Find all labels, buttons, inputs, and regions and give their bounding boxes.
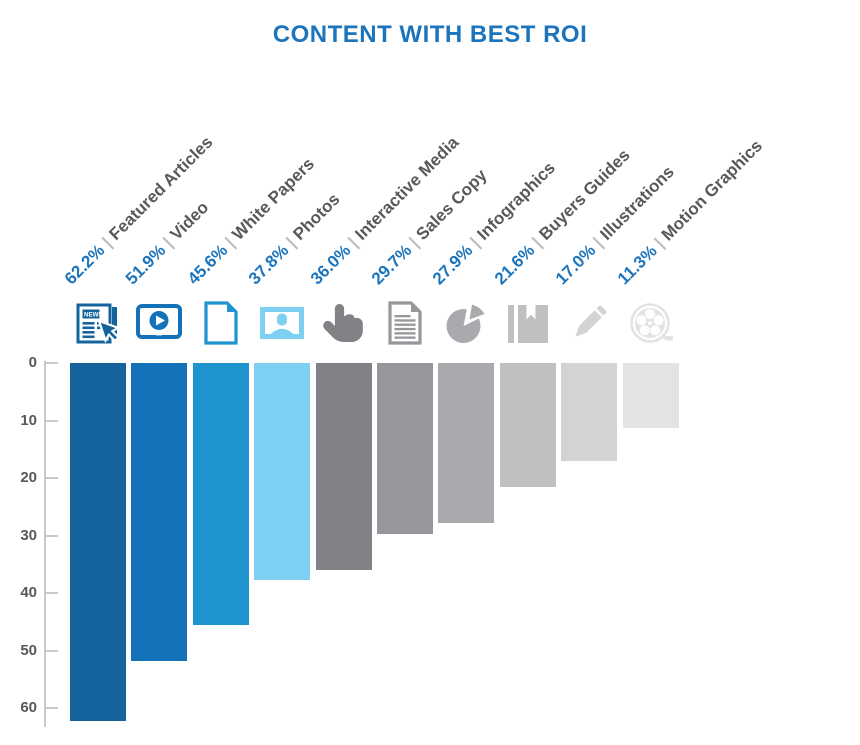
bar-infographics (438, 363, 495, 524)
bar-motion-graphics (622, 363, 679, 428)
bar-white-papers (192, 363, 249, 626)
category-name: Video (166, 197, 213, 244)
y-axis-tick-mark (44, 707, 58, 709)
video-player-icon (135, 299, 183, 347)
newspaper-cursor-icon: NEWS (74, 299, 122, 347)
bar-photos (254, 363, 311, 581)
bar-interactive-media (315, 363, 372, 570)
y-axis-tick-label: 60 (20, 699, 37, 716)
category-name: Featured Articles (105, 132, 217, 244)
pie-chart-icon (442, 299, 490, 347)
chart-title: CONTENT WITH BEST ROI (272, 21, 588, 48)
y-axis-tick-label: 10 (20, 411, 37, 429)
category-label-text: 17.0%|Illustrations (552, 162, 679, 289)
category-name: Motion Graphics (657, 136, 766, 245)
text-document-icon (381, 299, 429, 347)
film-reel-icon (627, 299, 675, 347)
bar-featured-articles (70, 363, 126, 721)
y-axis-tick-mark (44, 534, 58, 537)
bar-illustrations (561, 363, 618, 461)
value-percent: 27.9% (429, 240, 477, 289)
pointing-hand-icon (320, 299, 368, 347)
category-name: Photos (289, 189, 344, 244)
category-name: Interactive Media (350, 132, 462, 244)
value-percent: 62.2% (60, 240, 109, 289)
blank-document-icon (197, 299, 245, 347)
y-axis-tick-label: 0 (28, 354, 37, 371)
y-axis-line (44, 361, 46, 727)
bar-video (131, 363, 188, 662)
y-axis-tick-mark (44, 362, 58, 364)
value-percent: 37.8% (245, 240, 293, 289)
y-axis-tick-label: 30 (20, 526, 37, 544)
y-axis-tick-mark (44, 477, 58, 479)
bar-sales-copy (377, 363, 433, 534)
y-axis-tick-label: 40 (20, 584, 37, 601)
value-percent: 17.0% (552, 240, 600, 289)
y-axis-tick-mark (44, 419, 58, 422)
category-label-text: 29.7%|Sales Copy (368, 166, 491, 289)
y-axis-tick-mark (44, 592, 58, 594)
value-percent: 51.9% (122, 240, 170, 289)
y-axis-tick-mark (44, 649, 58, 652)
value-percent: 21.6% (490, 240, 539, 289)
svg-text:NEWS: NEWS (84, 312, 103, 319)
pencil-icon (565, 299, 613, 347)
value-percent: 36.0% (306, 240, 354, 289)
y-axis-tick-label: 20 (20, 469, 37, 486)
value-percent: 11.3% (613, 241, 661, 289)
bar-buyers-guides (499, 363, 556, 488)
photo-portrait-icon (258, 299, 306, 347)
book-bookmark-icon (504, 299, 552, 347)
y-axis-tick-label: 50 (20, 641, 37, 659)
value-percent: 45.6% (183, 240, 232, 289)
value-percent: 29.7% (367, 240, 416, 289)
